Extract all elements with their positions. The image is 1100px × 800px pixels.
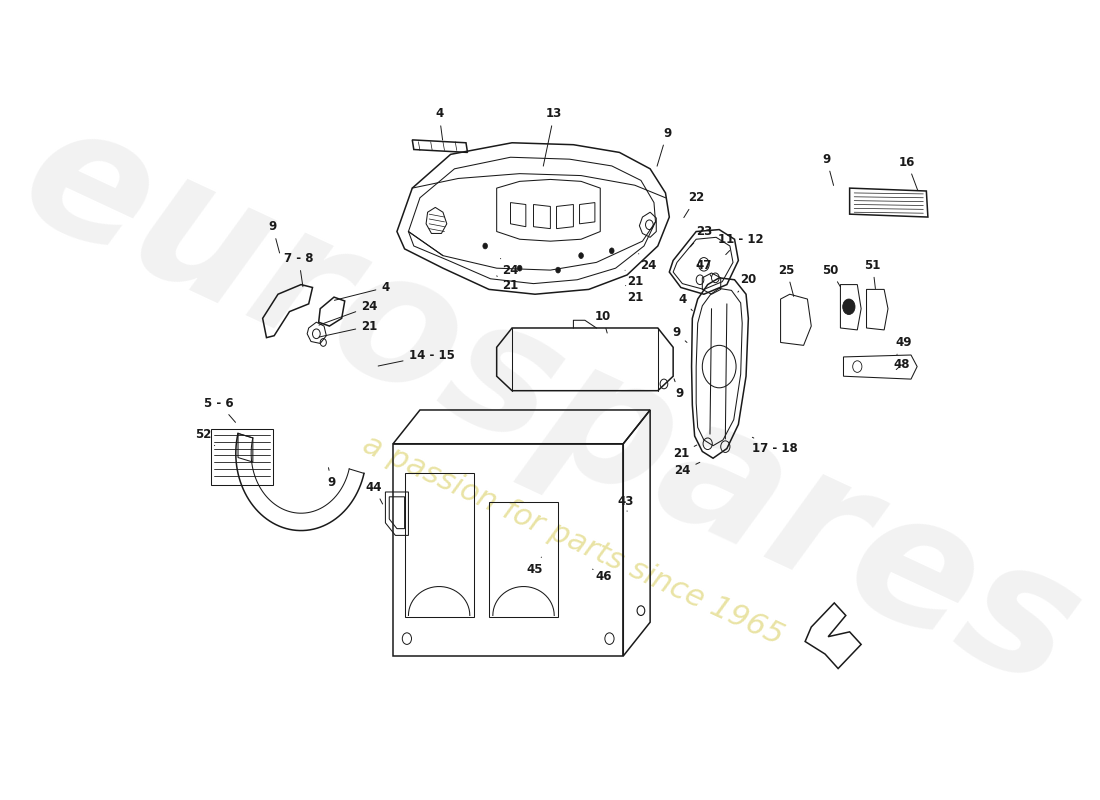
Text: 22: 22 <box>684 191 704 218</box>
Text: 24: 24 <box>639 254 657 272</box>
Circle shape <box>556 267 560 273</box>
Text: 9: 9 <box>328 468 336 489</box>
Text: 21: 21 <box>319 319 377 337</box>
Text: 20: 20 <box>738 274 757 292</box>
Circle shape <box>579 253 583 258</box>
Text: 43: 43 <box>617 495 634 511</box>
Circle shape <box>517 266 522 271</box>
Text: 24: 24 <box>319 300 377 325</box>
Text: eurospares: eurospares <box>0 84 1100 726</box>
Text: 4: 4 <box>679 293 692 310</box>
Text: 9: 9 <box>268 220 279 253</box>
Text: 9: 9 <box>672 326 688 342</box>
Text: 9: 9 <box>657 126 671 166</box>
Text: 7 - 8: 7 - 8 <box>284 252 314 286</box>
Circle shape <box>483 243 487 249</box>
Text: 4: 4 <box>434 107 443 140</box>
Text: a passion for parts since 1965: a passion for parts since 1965 <box>359 430 789 650</box>
Circle shape <box>843 299 855 314</box>
Text: 17 - 18: 17 - 18 <box>751 438 798 455</box>
Text: 21: 21 <box>626 286 642 304</box>
Text: 25: 25 <box>779 264 795 296</box>
Text: 11 - 12: 11 - 12 <box>718 233 763 254</box>
Circle shape <box>609 248 614 254</box>
Text: 10: 10 <box>594 310 610 333</box>
Text: 49: 49 <box>895 336 912 354</box>
Text: 50: 50 <box>823 264 840 287</box>
Text: 14 - 15: 14 - 15 <box>378 349 454 366</box>
Text: 9: 9 <box>823 153 834 186</box>
Text: 21: 21 <box>497 276 518 292</box>
Text: 45: 45 <box>527 557 543 576</box>
Text: 16: 16 <box>899 155 917 190</box>
Text: 13: 13 <box>543 107 562 166</box>
Text: 21: 21 <box>625 270 642 288</box>
Bar <box>211 430 273 486</box>
Text: 24: 24 <box>674 462 700 478</box>
Text: 48: 48 <box>893 358 910 371</box>
Text: 46: 46 <box>593 569 613 583</box>
Text: 52: 52 <box>196 428 214 446</box>
Text: 21: 21 <box>673 445 696 460</box>
Text: 4: 4 <box>334 281 389 300</box>
Text: 44: 44 <box>365 481 383 504</box>
Text: 9: 9 <box>674 379 683 400</box>
Text: 51: 51 <box>865 258 881 289</box>
Text: 47: 47 <box>695 258 712 277</box>
Text: 23: 23 <box>691 225 712 247</box>
Text: 24: 24 <box>500 258 519 277</box>
Text: 5 - 6: 5 - 6 <box>205 397 235 422</box>
